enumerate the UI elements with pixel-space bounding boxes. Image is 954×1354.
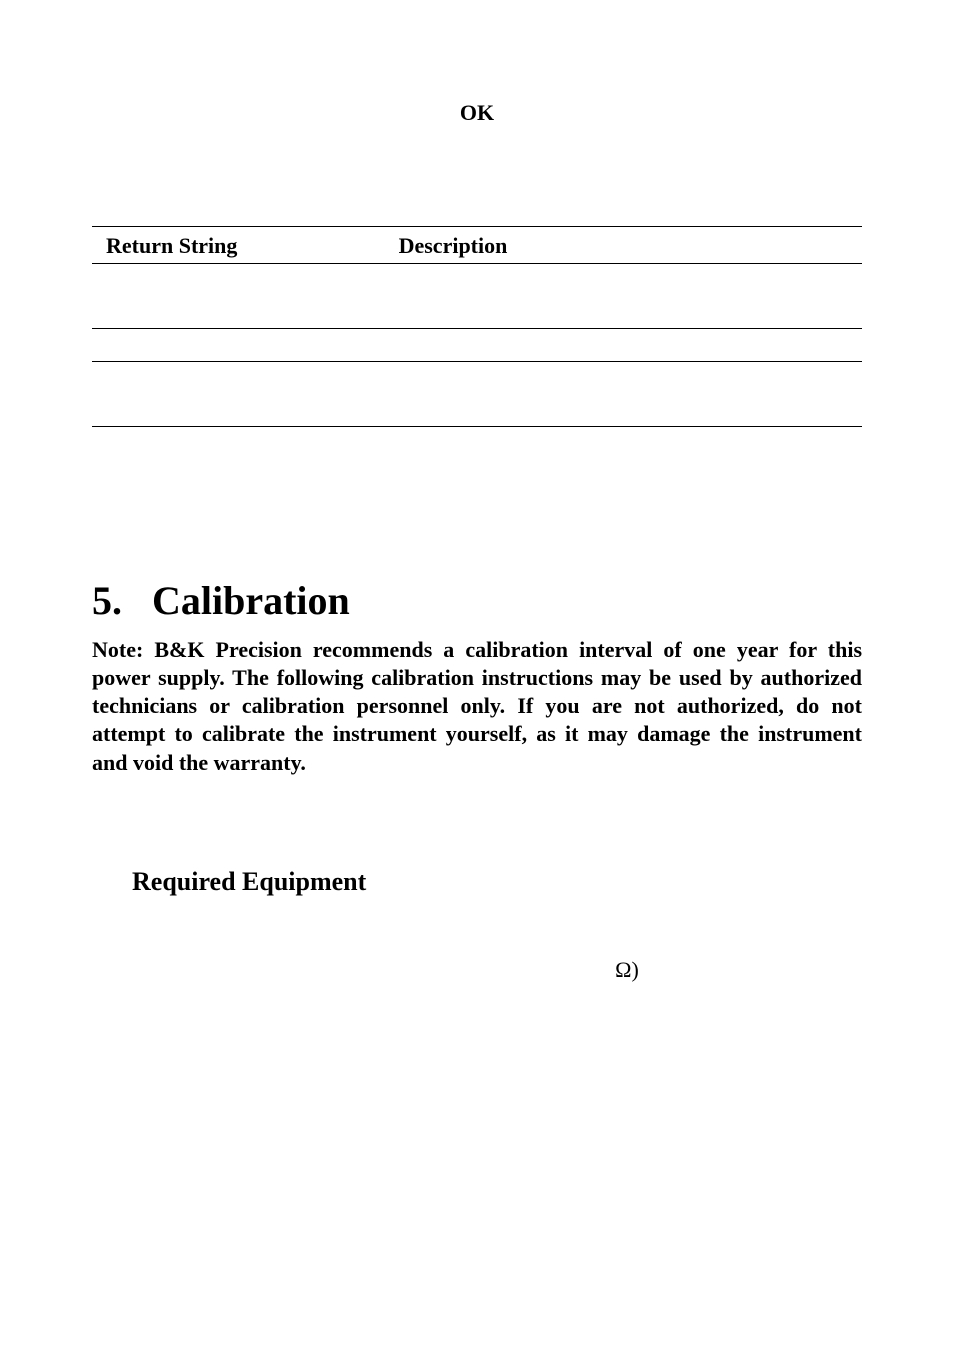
table-row: [92, 329, 862, 362]
omega-text: Ω): [392, 957, 862, 983]
section-number: 5.: [92, 577, 122, 624]
note-paragraph: Note: B&K Precision recommends a calibra…: [92, 636, 862, 777]
ok-label: OK: [92, 100, 862, 126]
table-row: [92, 362, 862, 427]
subsection-heading: Required Equipment: [132, 867, 862, 897]
table-header-return-string: Return String: [92, 227, 385, 264]
return-string-table: Return String Description: [92, 226, 862, 427]
table-row: [92, 264, 862, 329]
table-header-description: Description: [385, 227, 862, 264]
section-title: Calibration: [152, 578, 350, 623]
section-heading: 5. Calibration: [92, 577, 862, 624]
